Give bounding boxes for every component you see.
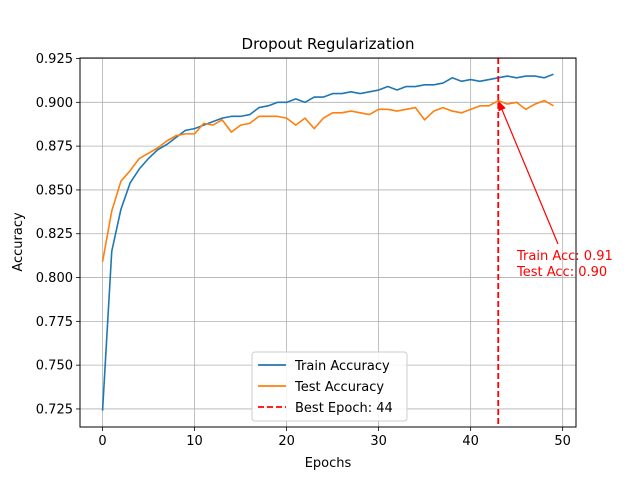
y-tick-label: 0.775 xyxy=(36,315,73,330)
x-tick-label: 0 xyxy=(98,434,106,449)
y-tick-label: 0.925 xyxy=(36,52,73,67)
train-accuracy-line xyxy=(101,73,554,411)
annotation-arrow xyxy=(501,109,559,245)
y-tick-label: 0.875 xyxy=(36,140,73,155)
y-tick-label: 0.825 xyxy=(36,227,73,242)
axis-ticks: 0 10 20 30 40 50 0.725 0.750 0.775 0.800 0.825 0.85… xyxy=(36,52,571,449)
legend-box xyxy=(251,351,408,422)
y-tick-label: 0.800 xyxy=(36,271,73,286)
annotation-arrowhead xyxy=(498,100,506,112)
x-tick-label: 20 xyxy=(278,434,295,449)
legend-label-best-epoch: Best Epoch: 44 xyxy=(295,401,393,416)
y-tick-label: 0.900 xyxy=(36,96,73,111)
test-accuracy-line xyxy=(101,99,554,262)
x-tick-label: 30 xyxy=(370,434,387,449)
grid-lines xyxy=(80,58,576,427)
series-lines xyxy=(101,73,554,411)
x-tick-label: 10 xyxy=(186,434,203,449)
legend-label-test: Test Accuracy xyxy=(294,380,384,395)
chart-title: Dropout Regularization xyxy=(242,35,415,53)
annotation-test-acc: Test Acc: 0.90 xyxy=(516,265,607,280)
annotation-train-acc: Train Acc: 0.91 xyxy=(516,249,613,264)
legend: Train Accuracy Test Accuracy Best Epoch:… xyxy=(251,351,408,422)
x-tick-label: 50 xyxy=(554,434,571,449)
plot-frame xyxy=(79,57,577,428)
y-tick-label: 0.750 xyxy=(36,359,73,374)
x-axis-label: Epochs xyxy=(305,456,352,471)
y-axis-label: Accuracy xyxy=(11,212,26,272)
y-tick-label: 0.725 xyxy=(36,402,73,417)
legend-label-train: Train Accuracy xyxy=(294,359,390,374)
best-epoch-annotation: Train Acc: 0.91 Test Acc: 0.90 xyxy=(498,100,613,280)
x-tick-label: 40 xyxy=(462,434,479,449)
y-tick-label: 0.850 xyxy=(36,183,73,198)
